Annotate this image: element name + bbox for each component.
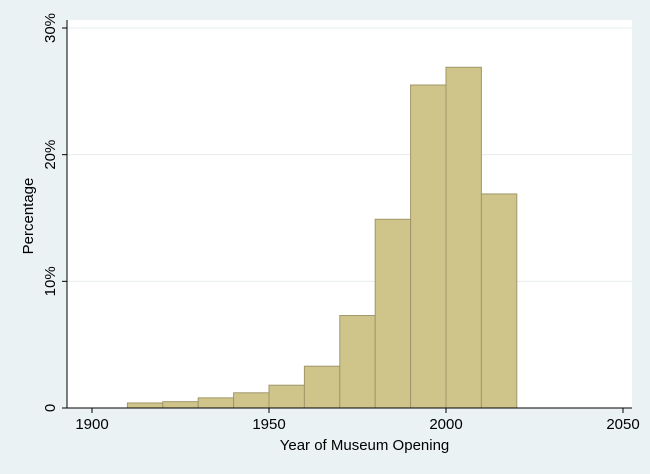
- x-tick-label: 1950: [252, 416, 285, 433]
- y-tick-label: 20%: [42, 140, 59, 170]
- histogram-bar: [339, 315, 376, 409]
- histogram-bar: [410, 84, 447, 409]
- x-axis-title: Year of Museum Opening: [280, 437, 450, 454]
- x-tick-label: 1900: [75, 416, 108, 433]
- x-tick-label: 2000: [429, 416, 462, 433]
- bars: [126, 66, 518, 409]
- y-tick-label: 10%: [42, 266, 59, 296]
- y-tick-label: 30%: [42, 13, 59, 43]
- histogram-bar: [126, 402, 164, 409]
- tick-labels: 1900 1950 2000 2050 0 10% 20% 30%: [42, 13, 640, 433]
- x-tick-label: 2050: [606, 416, 639, 433]
- histogram-bar: [162, 401, 199, 409]
- histogram-bar: [268, 384, 305, 409]
- y-axis-title: Percentage: [20, 178, 37, 255]
- gridlines: [67, 27, 632, 282]
- axes: [62, 20, 632, 413]
- y-tick-label: 0: [42, 404, 59, 412]
- histogram-bar: [445, 66, 482, 409]
- histogram-bar: [233, 392, 270, 409]
- histogram-bar: [197, 397, 235, 409]
- histogram-bar: [303, 365, 341, 409]
- histogram-bar: [374, 218, 412, 409]
- histogram-bar: [480, 193, 518, 409]
